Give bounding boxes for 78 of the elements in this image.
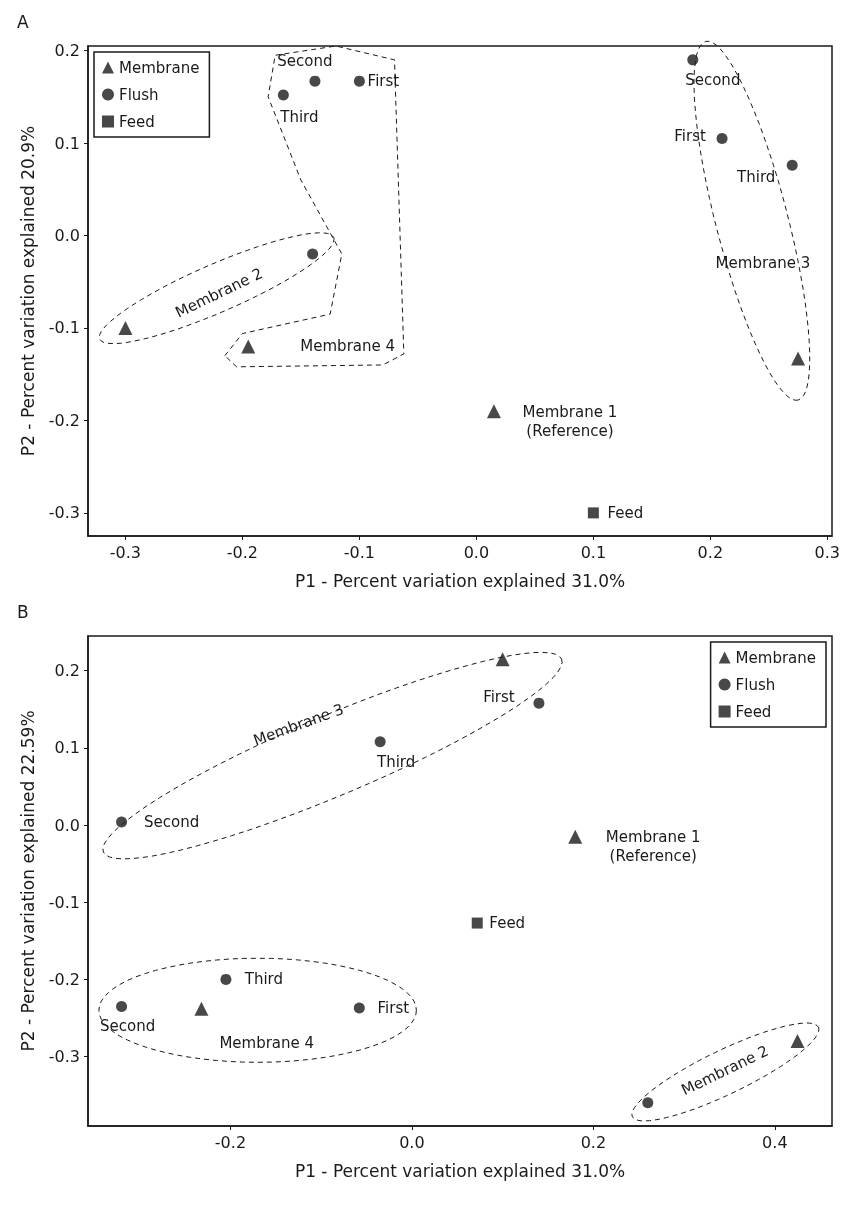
y-axis-title: P2 - Percent variation explained 20.9% — [17, 125, 38, 457]
point — [116, 1000, 128, 1012]
annotation: Second — [685, 70, 741, 89]
legend-label: Feed — [735, 702, 772, 721]
point — [533, 697, 545, 709]
point — [116, 816, 128, 828]
legend-label: Feed — [119, 112, 155, 131]
annotation: Feed — [489, 914, 526, 933]
annotation: Second — [277, 52, 333, 71]
point — [241, 339, 256, 354]
x-tick-label: -0.2 — [226, 542, 259, 562]
x-tick-label: 0.1 — [580, 542, 607, 562]
annotation: Membrane 4 — [300, 337, 396, 356]
point — [716, 132, 728, 144]
point — [277, 89, 289, 101]
y-tick-label: 0.1 — [54, 738, 80, 758]
y-tick-label: -0.3 — [48, 503, 80, 523]
x-tick-label: 0.0 — [463, 542, 490, 562]
y-tick-label: 0.2 — [54, 661, 80, 681]
point — [568, 829, 583, 844]
y-tick-label: -0.1 — [48, 892, 80, 912]
point — [353, 1002, 365, 1014]
legend-label: Flush — [119, 85, 159, 104]
point — [587, 507, 599, 519]
point — [307, 248, 319, 260]
legend-label: Membrane — [735, 648, 817, 667]
point — [791, 351, 806, 366]
annotation: First — [367, 72, 400, 91]
point — [118, 320, 133, 335]
legend-label: Flush — [735, 675, 776, 694]
annotation: Membrane 1 (Reference) — [522, 402, 618, 440]
point — [194, 1001, 209, 1016]
x-axis-title: P1 - Percent variation explained 31.0% — [294, 570, 626, 591]
x-tick-label: 0.4 — [762, 1132, 788, 1152]
x-tick-label: -0.1 — [343, 542, 376, 562]
y-axis-title: P2 - Percent variation explained 22.59% — [17, 710, 38, 1052]
annotation: Second — [99, 1017, 156, 1036]
y-tick-label: -0.3 — [48, 1047, 80, 1067]
x-axis-title: P1 - Percent variation explained 31.0% — [294, 1160, 626, 1181]
annotation: Third — [279, 108, 319, 126]
annotation: First — [377, 998, 410, 1017]
point — [220, 973, 232, 985]
x-tick-label: 0.3 — [814, 542, 841, 562]
point — [495, 652, 510, 667]
point — [642, 1097, 654, 1109]
point — [786, 159, 798, 171]
x-tick-label: -0.3 — [109, 542, 142, 562]
y-tick-label: 0.0 — [54, 815, 80, 835]
x-tick-label: 0.2 — [580, 1132, 607, 1152]
annotation: Membrane 1 (Reference) — [605, 828, 701, 866]
y-tick-label: -0.2 — [48, 969, 80, 989]
annotation: Membrane 3 — [715, 254, 811, 273]
y-tick-label: 0.2 — [54, 41, 80, 61]
annotation: Second — [143, 812, 200, 831]
y-tick-label: -0.1 — [48, 318, 80, 338]
point — [790, 1034, 805, 1049]
annotation: Third — [376, 752, 416, 771]
point — [353, 75, 365, 87]
annotation: Third — [243, 970, 284, 989]
y-tick-label: -0.2 — [48, 410, 80, 430]
annotation: First — [483, 688, 515, 707]
annotation: First — [674, 127, 706, 146]
legend-label: Membrane — [119, 58, 200, 77]
point — [471, 917, 483, 929]
point — [309, 75, 321, 87]
y-tick-label: 0.0 — [54, 226, 80, 246]
x-tick-label: 0.0 — [399, 1132, 425, 1152]
annotation: Third — [736, 168, 776, 187]
annotation: Membrane 4 — [219, 1034, 315, 1053]
point — [486, 404, 501, 419]
point — [374, 736, 386, 748]
point — [687, 54, 699, 66]
chart-title: B — [17, 601, 29, 622]
annotation: Feed — [607, 503, 644, 522]
x-tick-label: -0.2 — [214, 1132, 247, 1152]
y-tick-label: 0.1 — [54, 133, 80, 153]
chart-title: A — [17, 11, 29, 32]
x-tick-label: 0.2 — [697, 542, 724, 562]
